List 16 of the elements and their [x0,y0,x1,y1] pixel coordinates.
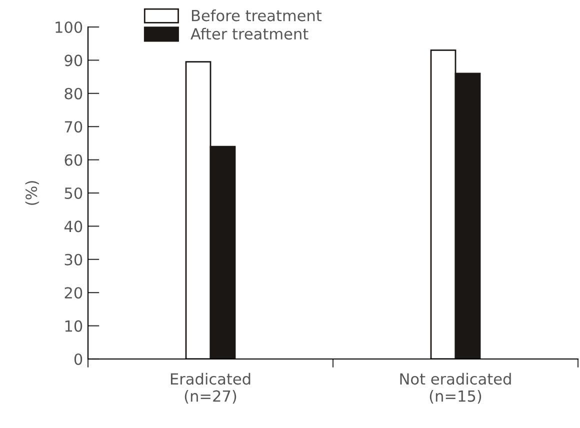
y-tick-label: 50 [64,187,82,200]
legend-label: After treatment [190,28,308,40]
y-tick-label: 60 [64,154,82,166]
y-tick-label: 40 [64,220,82,232]
y-tick-label: 30 [64,254,82,266]
y-tick-label: 20 [64,287,82,299]
x-tick-label: Not eradicated (n=15) [400,372,511,404]
y-tick-label: 70 [64,121,82,133]
y-tick-label: 100 [56,21,82,34]
y-tick-label: 10 [65,320,82,332]
y-tick-label: 90 [64,54,82,66]
y-tick-label: 80 [64,88,82,100]
x-tick-label: Eradicated (n=27) [170,372,250,404]
legend-label: Before treatment [192,10,322,22]
y-tick-label: 0 [74,353,82,366]
y-axis-title: (%) [25,181,39,205]
